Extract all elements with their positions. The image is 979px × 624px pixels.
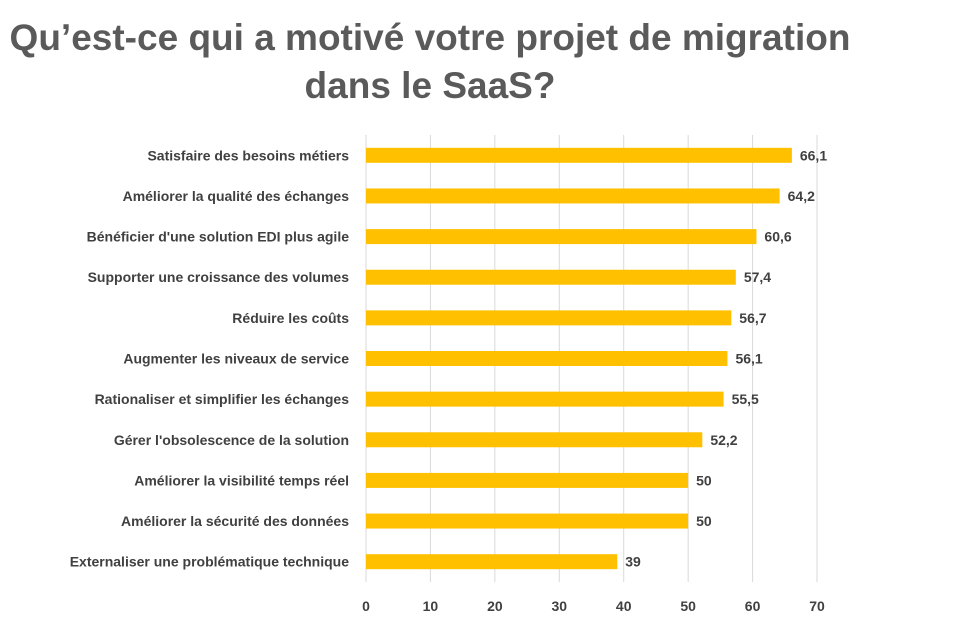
x-tick-label: 20 — [487, 598, 503, 614]
value-label: 60,6 — [764, 229, 791, 245]
bar — [366, 147, 792, 163]
x-tick-label: 60 — [745, 598, 761, 614]
bar — [366, 310, 732, 326]
bar — [366, 269, 736, 285]
value-label: 50 — [696, 472, 712, 488]
value-label: 52,2 — [710, 432, 737, 448]
category-label: Gérer l'obsolescence de la solution — [114, 432, 349, 448]
bar — [366, 391, 724, 407]
x-tick-label: 30 — [551, 598, 567, 614]
category-label: Bénéficier d'une solution EDI plus agile — [87, 229, 350, 245]
bar — [366, 554, 618, 570]
x-tick-label: 40 — [616, 598, 632, 614]
category-label: Augmenter les niveaux de service — [123, 351, 349, 367]
x-tick-label: 10 — [423, 598, 439, 614]
category-label: Satisfaire des besoins métiers — [147, 147, 349, 163]
category-label: Améliorer la qualité des échanges — [123, 188, 350, 204]
bar — [366, 513, 689, 529]
category-label: Externaliser une problématique technique — [70, 554, 350, 570]
category-label: Rationaliser et simplifier les échanges — [95, 391, 350, 407]
value-label: 64,2 — [788, 188, 815, 204]
bar — [366, 188, 780, 204]
value-label: 66,1 — [800, 147, 827, 163]
bar — [366, 472, 689, 488]
value-label: 55,5 — [732, 391, 759, 407]
bar — [366, 351, 728, 366]
value-label: 56,1 — [735, 351, 762, 367]
x-tick-label: 70 — [809, 598, 825, 614]
x-tick-label: 50 — [680, 598, 696, 614]
bar — [366, 229, 757, 245]
value-label: 56,7 — [739, 310, 766, 326]
value-label: 39 — [625, 554, 641, 570]
value-label: 57,4 — [744, 269, 771, 285]
chart-title-line-2: dans le SaaS? — [304, 65, 556, 106]
chart-title-line-1: Qu’est-ce qui a motivé votre projet de m… — [9, 17, 851, 58]
category-label: Réduire les coûts — [232, 310, 349, 326]
category-label: Supporter une croissance des volumes — [88, 269, 350, 285]
bar — [366, 432, 703, 448]
category-label: Améliorer la sécurité des données — [121, 513, 349, 529]
x-tick-label: 0 — [362, 598, 370, 614]
value-label: 50 — [696, 513, 712, 529]
category-label: Améliorer la visibilité temps réel — [134, 472, 349, 488]
chart-title: Qu’est-ce qui a motivé votre projet de m… — [0, 14, 860, 110]
